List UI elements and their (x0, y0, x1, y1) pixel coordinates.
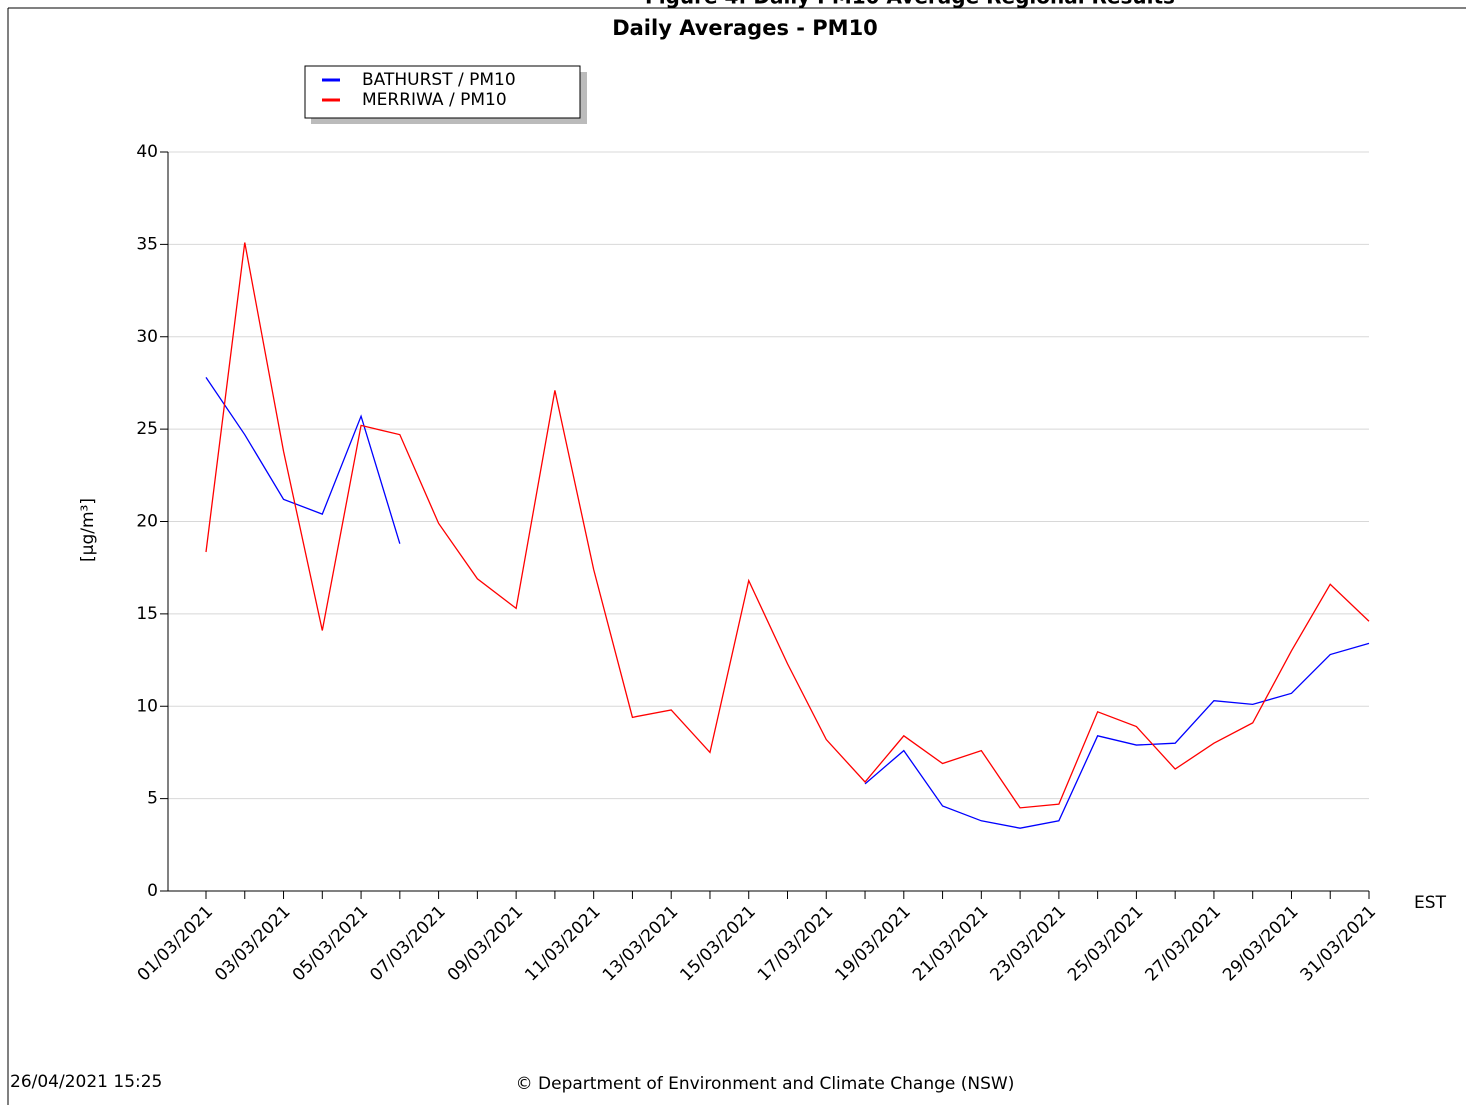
y-axis-label: [µg/m³] (78, 498, 98, 562)
x-tick-label: 15/03/2021 (676, 902, 759, 985)
y-tick-label: 10 (136, 696, 158, 716)
y-tick-label: 5 (147, 789, 158, 809)
y-tick-label: 35 (136, 234, 158, 254)
y-tick-label: 20 (136, 512, 158, 532)
chart-title: Daily Averages - PM10 (612, 16, 878, 40)
copyright: © Department of Environment and Climate … (516, 1074, 1015, 1094)
x-tick-label: 23/03/2021 (987, 902, 1070, 985)
figure-title: Figure 4: Daily PM10 Average Regional Re… (645, 0, 1175, 9)
x-tick-label: 11/03/2021 (521, 902, 604, 985)
x-tick-label: 09/03/2021 (444, 902, 527, 985)
x-tick-label: 17/03/2021 (754, 902, 837, 985)
x-tick-label: 27/03/2021 (1142, 902, 1225, 985)
x-tick-label: 19/03/2021 (831, 902, 914, 985)
x-axis-label: EST (1414, 893, 1447, 913)
x-tick-label: 31/03/2021 (1297, 902, 1380, 985)
series-line (205, 377, 1370, 829)
y-tick-label: 30 (136, 327, 158, 347)
legend-label: MERRIWA / PM10 (362, 90, 507, 110)
x-tick-label: 07/03/2021 (366, 902, 449, 985)
legend-label: BATHURST / PM10 (362, 70, 516, 90)
legend (304, 65, 581, 119)
y-tick-label: 40 (136, 142, 158, 162)
x-tick-label: 01/03/2021 (134, 902, 217, 985)
x-tick-label: 05/03/2021 (289, 902, 372, 985)
y-tick-label: 25 (136, 419, 158, 439)
x-tick-label: 21/03/2021 (909, 902, 992, 985)
x-tick-label: 25/03/2021 (1064, 902, 1147, 985)
y-tick-label: 15 (136, 604, 158, 624)
x-tick-label: 03/03/2021 (211, 902, 294, 985)
x-tick-label: 13/03/2021 (599, 902, 682, 985)
x-tick-label: 29/03/2021 (1219, 902, 1302, 985)
series-line (205, 242, 1370, 809)
y-tick-label: 0 (147, 881, 158, 901)
timestamp: 26/04/2021 15:25 (10, 1072, 162, 1092)
